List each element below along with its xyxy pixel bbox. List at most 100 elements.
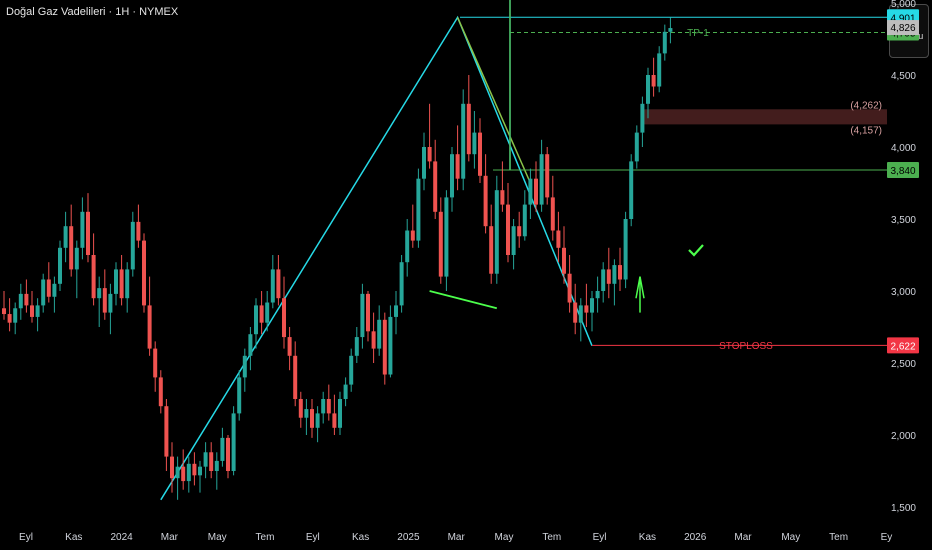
candle-body — [410, 230, 415, 241]
candle-body — [450, 154, 454, 198]
x-tick-label: Ey — [881, 532, 893, 543]
x-tick-label: Mar — [161, 532, 179, 543]
y-tick-label: 4,000 — [891, 143, 916, 154]
candle-body — [86, 211, 90, 255]
candle-body — [52, 283, 57, 297]
candle-body — [623, 219, 628, 280]
y-tick-label: 5,000 — [891, 0, 916, 10]
candle-body — [326, 399, 331, 414]
candle-body — [242, 355, 247, 378]
zone-top-label: (4,262) — [850, 100, 882, 111]
candle-body — [567, 273, 572, 303]
candle-body — [444, 197, 449, 277]
candle-body — [494, 190, 499, 274]
candle-body — [315, 413, 320, 428]
candle-body — [332, 413, 337, 428]
candle-body — [181, 466, 186, 482]
candle-body — [634, 132, 639, 162]
candle-body — [662, 31, 667, 54]
candle-body — [114, 269, 118, 294]
candle-body — [466, 103, 471, 155]
level-label-tp-1: TP-1 — [687, 28, 709, 39]
x-tick-label: Tem — [542, 532, 561, 543]
zone-bottom-label: (4,157) — [850, 125, 882, 136]
candle-body — [287, 337, 292, 356]
candle-body — [562, 247, 566, 274]
x-tick-label: 2024 — [110, 532, 133, 543]
candle-body — [500, 190, 505, 205]
candle-body — [46, 279, 51, 297]
candle-body — [293, 355, 298, 399]
candle-body — [601, 269, 606, 291]
candle-body — [612, 265, 617, 284]
candle-body — [651, 75, 656, 87]
candle-body — [472, 132, 477, 155]
current-price-label: 4,826 — [890, 23, 915, 34]
candle-body — [220, 437, 225, 461]
candle-body — [147, 305, 152, 349]
candle-body — [298, 399, 303, 418]
check-icon — [688, 244, 704, 257]
candle-body — [259, 305, 264, 323]
candle-body — [640, 103, 645, 133]
y-tick-label: 2,500 — [891, 359, 916, 370]
candle-body — [248, 334, 253, 356]
candle-body — [349, 355, 354, 385]
candle-body — [584, 305, 589, 313]
candle-body — [226, 437, 230, 471]
candle-body — [254, 305, 258, 335]
candle-body — [164, 406, 169, 457]
candle-body — [304, 409, 309, 418]
candle-body — [371, 331, 376, 349]
x-tick-label: May — [208, 532, 227, 543]
candle-body — [2, 308, 6, 315]
candle-body — [24, 293, 29, 306]
candle-body — [198, 466, 202, 476]
candle-body — [483, 175, 488, 227]
price-tag-label-resistance: 4,901 — [890, 13, 915, 24]
candle-body — [192, 463, 197, 476]
candle-body — [119, 269, 124, 299]
current-price-tag — [887, 20, 919, 36]
candle-body — [427, 147, 432, 162]
price-tag-stoploss — [887, 337, 919, 354]
candle-body — [489, 226, 494, 274]
candle-body — [41, 279, 46, 306]
candle-body — [354, 337, 359, 356]
candle-body — [270, 269, 275, 303]
x-tick-label: 2026 — [684, 532, 707, 543]
candle-body — [455, 154, 460, 179]
y-tick-label: 3,000 — [891, 287, 916, 298]
candle-body — [321, 399, 326, 414]
x-tick-label: Tem — [256, 532, 275, 543]
candle-body — [35, 305, 40, 317]
candle-body — [69, 226, 74, 270]
y-tick-label: 4,500 — [891, 71, 916, 82]
x-tick-label: Eyl — [306, 532, 320, 543]
price-zone — [641, 109, 887, 125]
candle-body — [646, 75, 650, 104]
candle-body — [629, 161, 634, 219]
candle-body — [522, 204, 527, 237]
candle-body — [573, 302, 578, 323]
candle-body — [399, 262, 404, 306]
y-tick-label: 2,000 — [891, 431, 916, 442]
candle-body — [175, 466, 180, 479]
x-tick-label: Tem — [829, 532, 848, 543]
candle-body — [108, 293, 113, 313]
x-tick-label: Kas — [639, 532, 656, 543]
x-tick-label: May — [495, 532, 514, 543]
y-tick-label: 1,500 — [891, 503, 916, 514]
candle-body — [170, 456, 174, 479]
candle-body — [203, 452, 208, 467]
candle-body — [18, 293, 23, 309]
candle-body — [433, 161, 438, 212]
candle-body — [550, 197, 555, 231]
candle-body — [58, 247, 62, 284]
x-tick-label: Eyl — [19, 532, 33, 543]
candle-body — [668, 28, 673, 32]
candle-body — [63, 226, 68, 248]
candle-body — [405, 230, 410, 263]
candle-body — [30, 305, 34, 317]
